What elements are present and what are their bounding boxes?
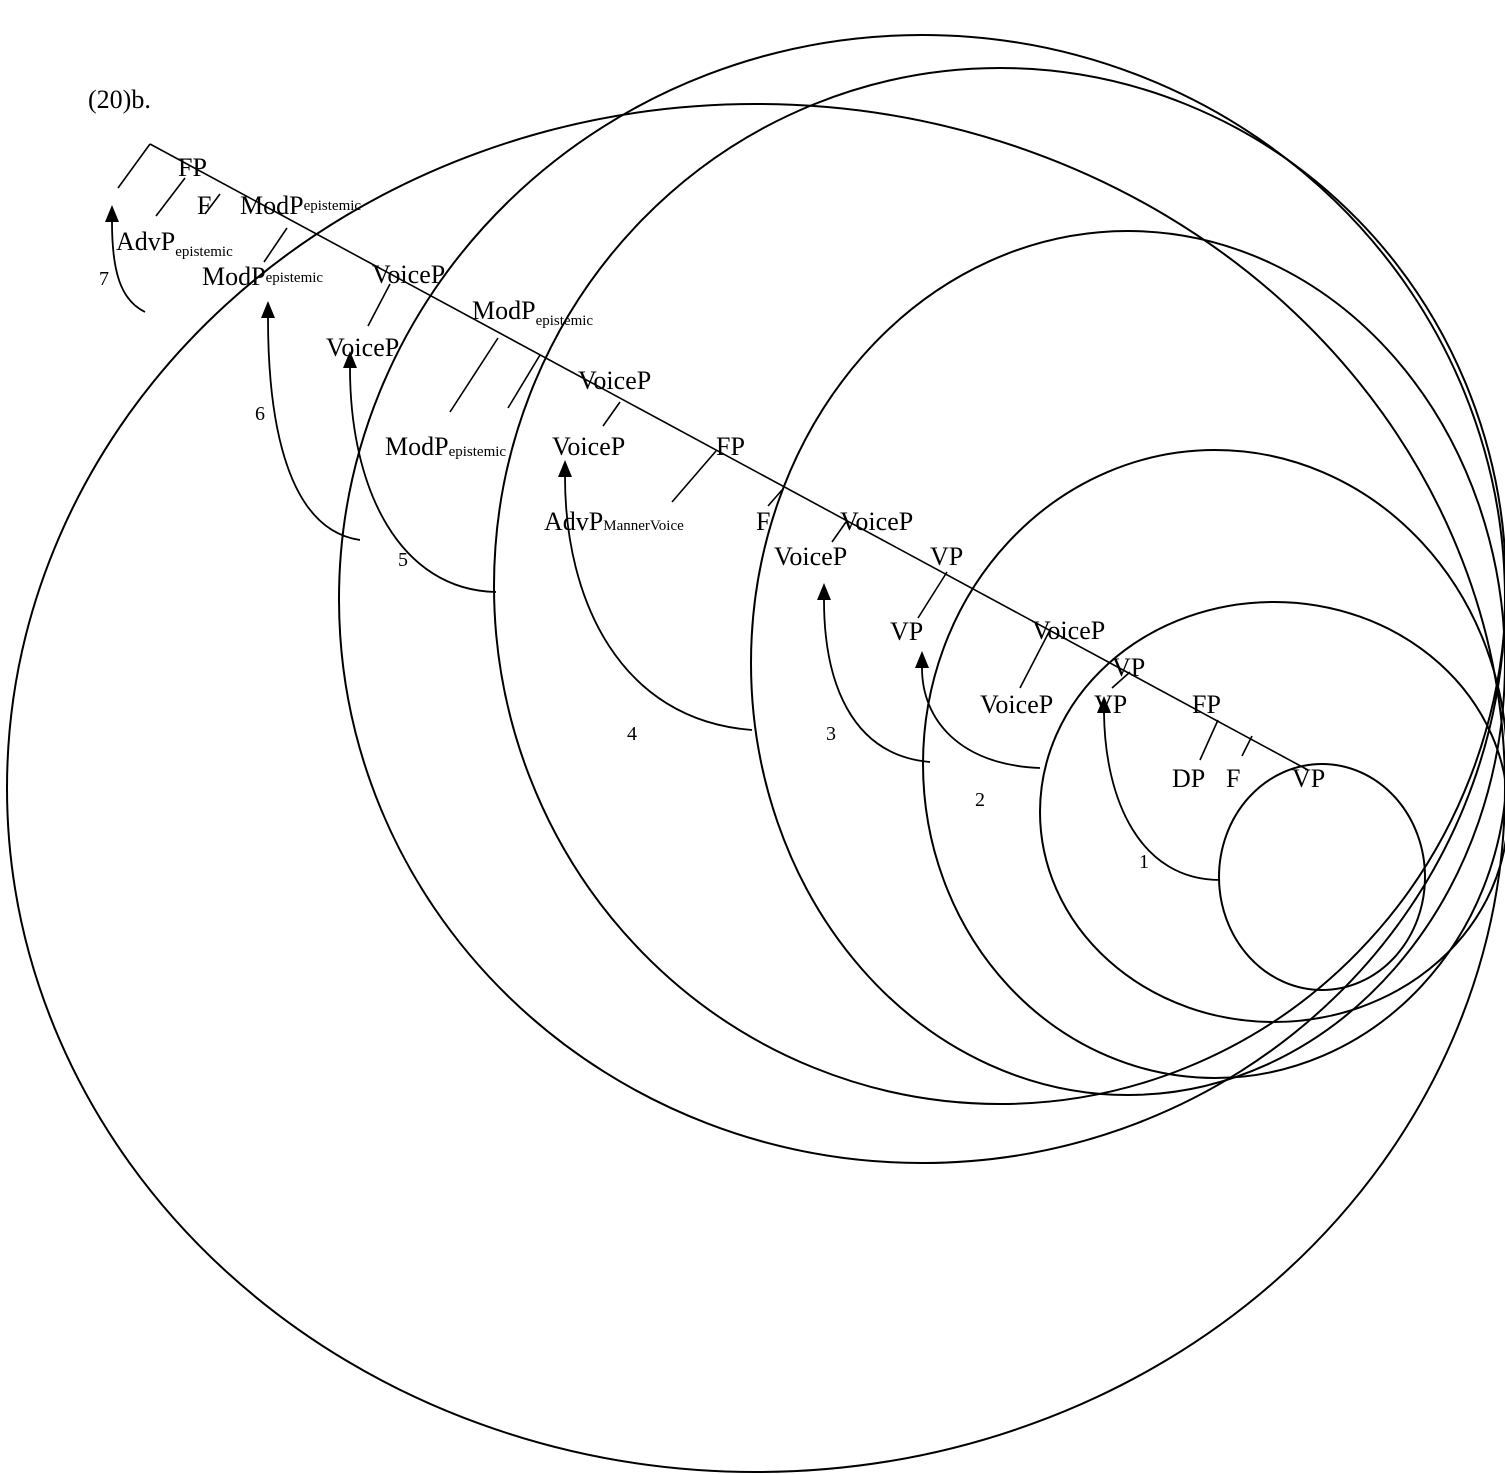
node-f-top: F (197, 191, 211, 220)
node-advp-manner-voice: AdvPMannerVoice (544, 507, 684, 536)
node-voicep-low1: VoiceP (552, 432, 625, 461)
node-labels: FP AdvPepistemic F ModPepistemic ModPepi… (116, 153, 1325, 793)
domain-circle-3 (922, 449, 1505, 1079)
node-voicep-top1: VoiceP (372, 260, 445, 289)
node-voicep-mid1: VoiceP (326, 333, 399, 362)
tree-spine (149, 143, 1309, 771)
movement-arc-4 (564, 476, 753, 731)
domain-circle-2 (1039, 601, 1505, 1023)
node-voicep-mid2: VoiceP (578, 366, 651, 395)
node-vp-upper: VP (930, 542, 963, 571)
node-modp-low-sub: epistemic (449, 444, 507, 460)
node-fp-root: FP (178, 153, 207, 182)
movement-arc-5 (349, 367, 497, 593)
movement-arc-1 (1103, 712, 1221, 881)
node-modp-low-main: ModP (385, 432, 449, 461)
branch-f-mid (767, 489, 783, 507)
arrowhead-4 (558, 460, 572, 477)
node-voicep-low4: VoiceP (1032, 616, 1105, 645)
branch-mod-mid-b (507, 354, 541, 409)
node-voicep-low2: VoiceP (840, 507, 913, 536)
branch-mod-mid-a (449, 337, 499, 413)
branch-vp-upper (917, 571, 948, 619)
domain-circle-6 (338, 34, 1505, 1164)
arrowhead-2 (915, 651, 929, 668)
branch-adv-epistemic (155, 177, 186, 217)
node-vp-low1: VP (1112, 653, 1145, 682)
node-advp-epistemic-sub: epistemic (175, 244, 233, 260)
movement-arrows (105, 205, 1221, 881)
branch-f-low (1241, 735, 1253, 757)
arrowhead-1 (1097, 696, 1111, 713)
node-f-mid: F (756, 507, 770, 536)
movement-arc-3 (823, 599, 931, 763)
node-modp-mid1-sub: epistemic (266, 270, 324, 286)
branch-mod-upper (263, 227, 288, 263)
node-fp-low: FP (1192, 690, 1221, 719)
arrowhead-5 (343, 351, 357, 368)
domain-circle-5 (493, 67, 1505, 1105)
node-vp-mid: VP (890, 617, 923, 646)
movement-number-5: 5 (398, 549, 408, 571)
node-advp-manner-sub: MannerVoice (603, 518, 684, 534)
node-advp-epistemic: AdvPepistemic (116, 227, 233, 260)
domain-circle-4 (750, 230, 1505, 1096)
movement-number-2: 2 (975, 789, 985, 811)
movement-numbers: 1 2 3 4 5 6 7 (99, 268, 1149, 873)
branch-vp-low (1111, 671, 1131, 689)
node-modp-mid1-main: ModP (202, 262, 266, 291)
node-vp-low2: VP (1094, 690, 1127, 719)
node-modp-mid2-sub: epistemic (536, 313, 594, 329)
node-modp-upper-main: ModP (240, 191, 304, 220)
movement-number-3: 3 (826, 723, 836, 745)
domain-circle-1 (1218, 763, 1426, 991)
domain-circles (6, 34, 1505, 1473)
domain-circle-7 (6, 103, 1505, 1473)
node-modp-epistemic-upper: ModPepistemic (240, 191, 361, 220)
arrowhead-3 (817, 583, 831, 600)
tree-branches (117, 143, 1309, 771)
branch-dp (1199, 719, 1219, 761)
arrowhead-6 (261, 301, 275, 318)
node-modp-epistemic-mid2: ModPepistemic (472, 296, 593, 329)
node-dp: DP (1172, 764, 1205, 793)
movement-number-7: 7 (99, 268, 109, 290)
branch-voice-mid (602, 401, 621, 427)
node-voicep-low5: VoiceP (980, 690, 1053, 719)
example-caption: (20)b. (88, 85, 151, 114)
node-modp-epistemic-mid1: ModPepistemic (202, 262, 323, 291)
movement-number-6: 6 (255, 403, 265, 425)
node-modp-mid2-main: ModP (472, 296, 536, 325)
branch-root-left (117, 143, 151, 189)
movement-number-4: 4 (627, 723, 637, 745)
branch-adv-manner (671, 450, 717, 503)
node-vp-bottom: VP (1292, 764, 1325, 793)
movement-arc-2 (921, 667, 1041, 769)
node-advp-manner-main: AdvP (544, 507, 603, 536)
movement-arc-7 (111, 221, 146, 313)
arrowhead-7 (105, 205, 119, 222)
movement-number-1: 1 (1139, 851, 1149, 873)
branch-voice-low (831, 521, 847, 543)
node-f-low: F (1226, 764, 1240, 793)
node-modp-epistemic-low: ModPepistemic (385, 432, 506, 461)
branch-f-top (204, 193, 221, 215)
branch-voice-top (367, 283, 391, 327)
node-fp-mid: FP (716, 432, 745, 461)
branch-voice-lower (1019, 629, 1051, 689)
node-advp-epistemic-main: AdvP (116, 227, 175, 256)
movement-arc-6 (267, 317, 361, 541)
node-modp-upper-sub: epistemic (304, 198, 362, 214)
node-voicep-low3: VoiceP (774, 542, 847, 571)
